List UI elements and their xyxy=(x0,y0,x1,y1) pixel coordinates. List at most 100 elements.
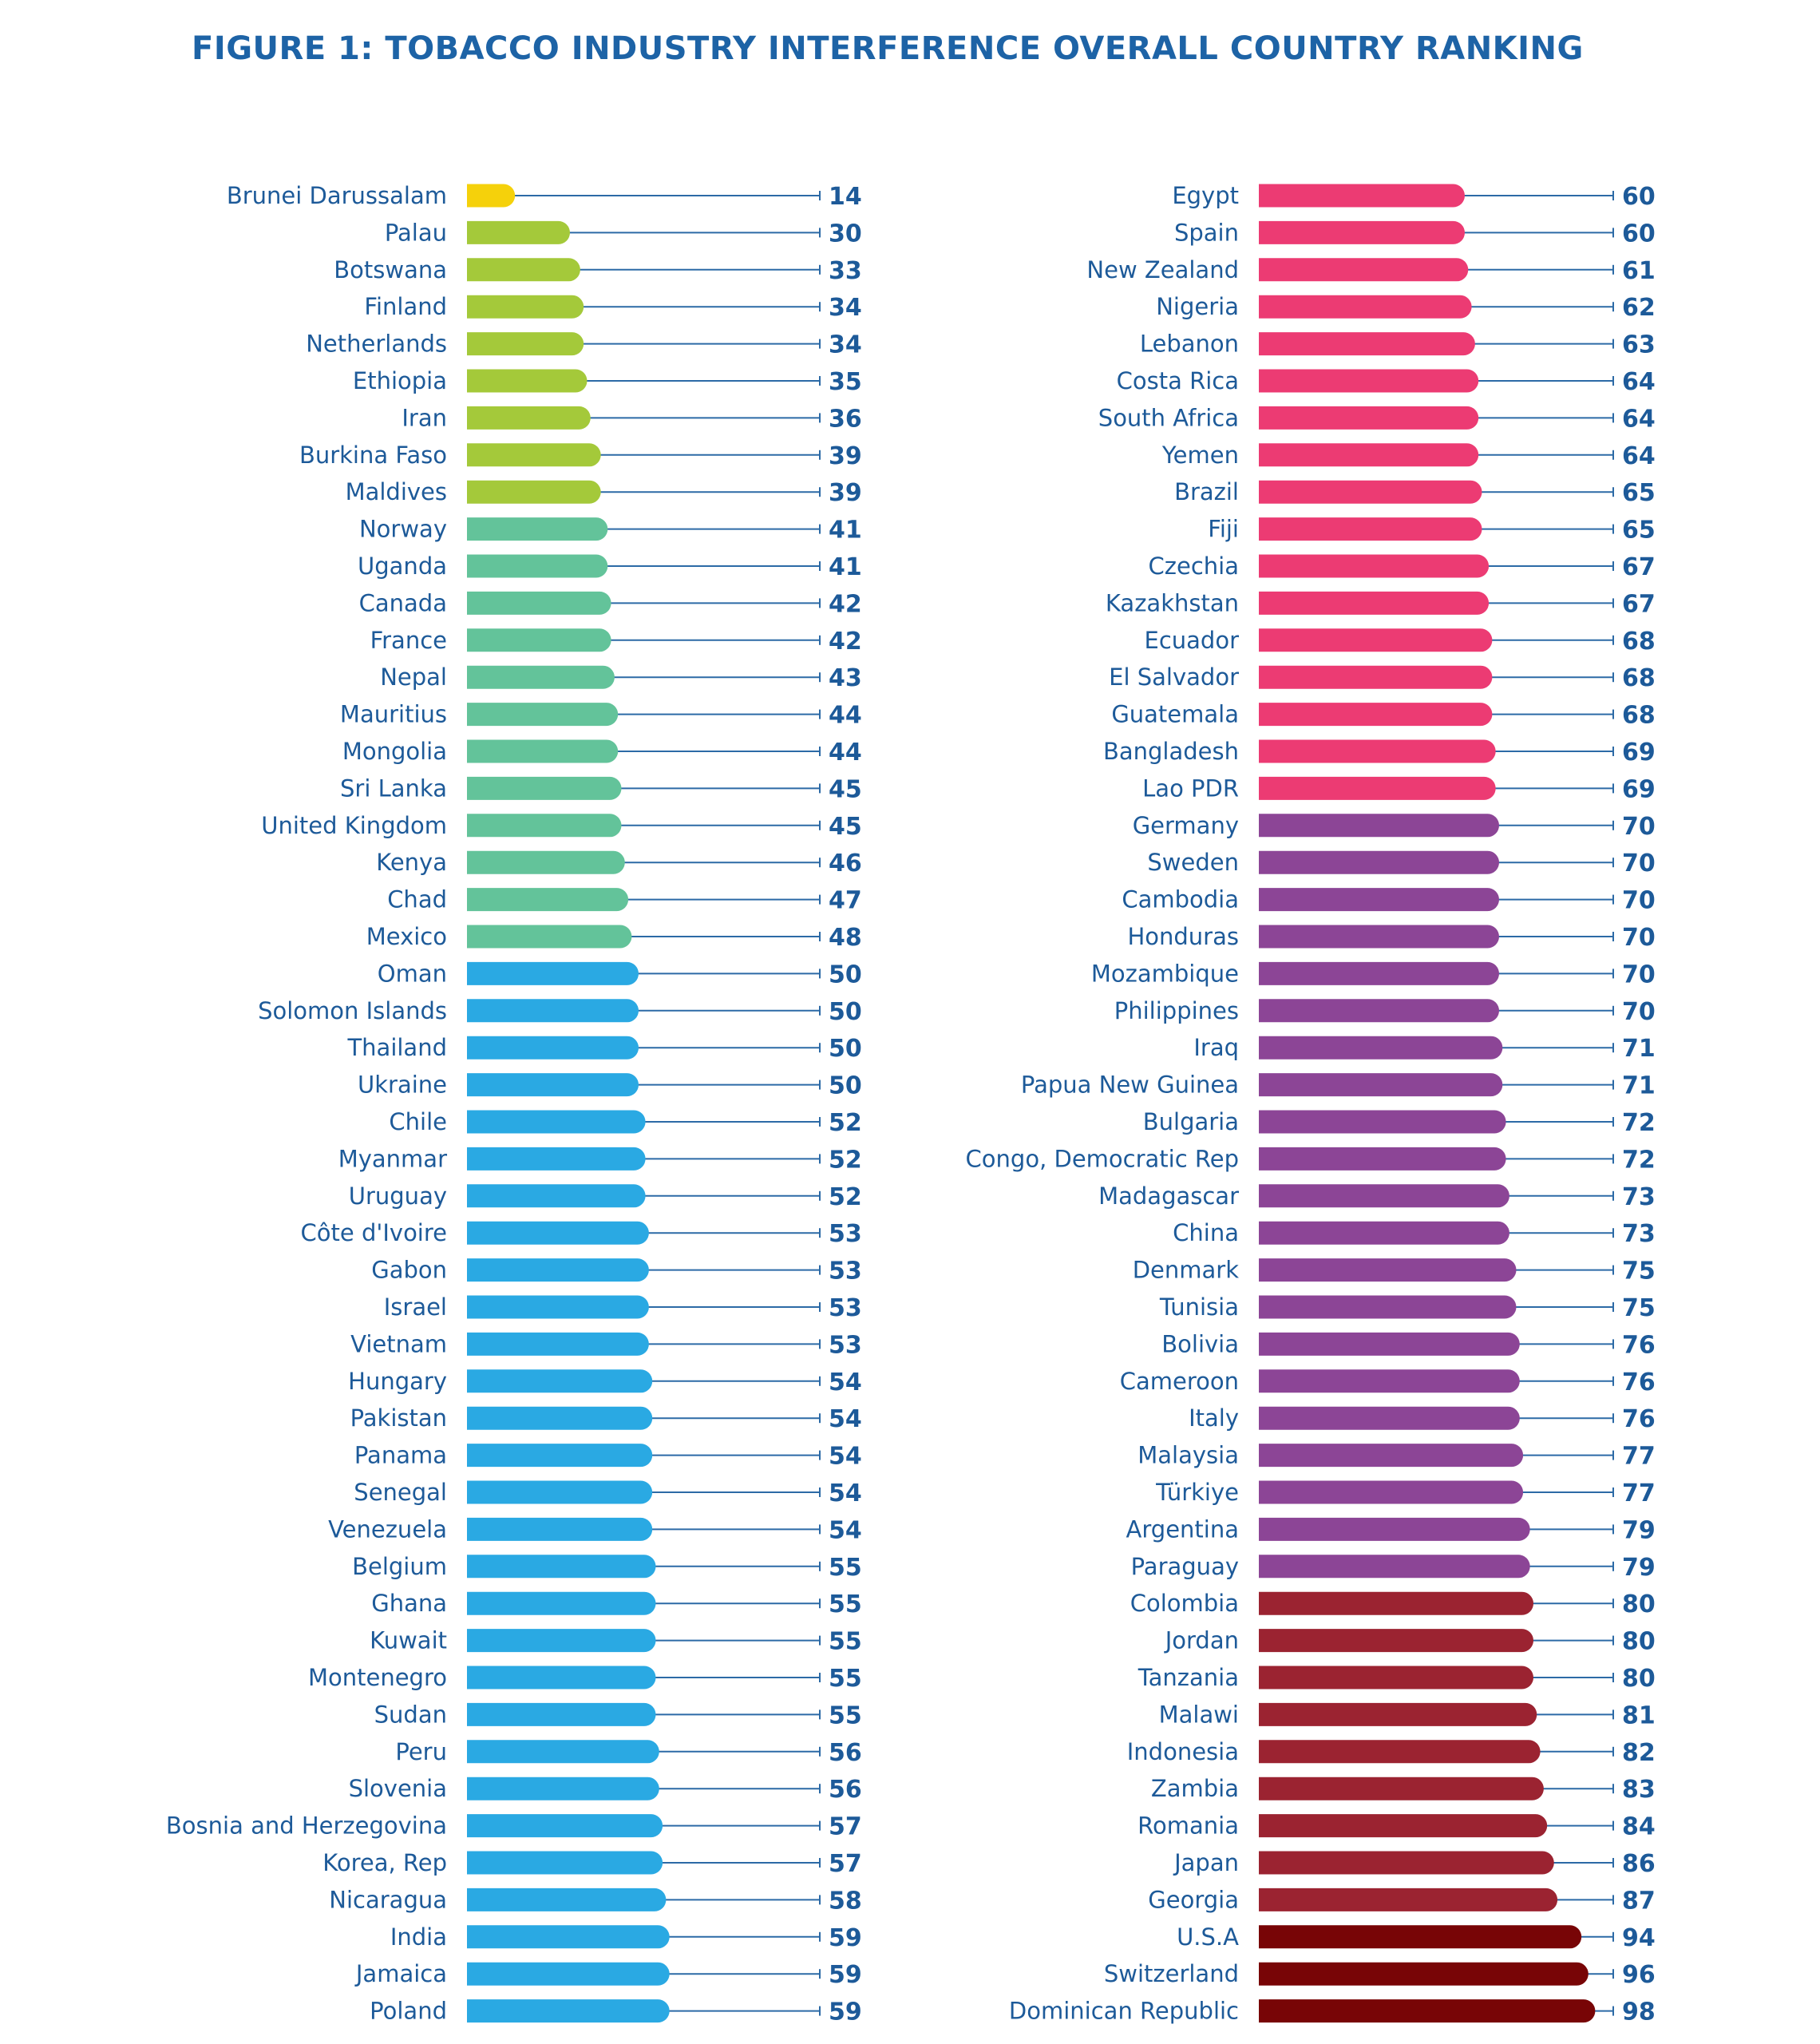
value-label: 55 xyxy=(829,1665,862,1693)
bar xyxy=(1259,999,1499,1023)
bar xyxy=(467,1073,639,1097)
value-label: 62 xyxy=(1622,294,1656,322)
value-label: 34 xyxy=(829,294,862,322)
bar-row: Israel 53 xyxy=(384,1293,862,1322)
bar-row: Uganda 41 xyxy=(358,553,862,581)
bar-row: Botswana 33 xyxy=(334,256,862,285)
value-label: 44 xyxy=(829,739,862,766)
bar xyxy=(467,369,588,393)
bar-row: Korea, Rep 57 xyxy=(322,1849,862,1878)
bar-row: Bosnia and Herzegovina 57 xyxy=(166,1812,862,1841)
bar xyxy=(1259,184,1465,208)
value-label: 48 xyxy=(829,924,862,952)
country-label: Cambodia xyxy=(1122,886,1239,913)
value-label: 35 xyxy=(829,368,862,396)
country-label: Mongolia xyxy=(342,738,447,765)
bar xyxy=(1259,258,1469,282)
bar xyxy=(1259,1740,1541,1764)
country-label: Switzerland xyxy=(1104,1960,1239,1987)
bar xyxy=(1259,1147,1506,1171)
value-label: 64 xyxy=(1622,442,1656,470)
value-label: 64 xyxy=(1622,368,1656,396)
value-label: 76 xyxy=(1622,1405,1656,1433)
bar-row: Malaysia 77 xyxy=(1138,1442,1655,1471)
value-label: 80 xyxy=(1622,1590,1656,1618)
value-label: 53 xyxy=(829,1331,862,1359)
bar xyxy=(467,1332,649,1356)
bar xyxy=(1259,1295,1517,1319)
country-label: Sri Lanka xyxy=(340,774,447,802)
bar xyxy=(1259,1406,1520,1430)
bar xyxy=(1259,332,1475,356)
bar xyxy=(1259,1369,1520,1393)
value-label: 70 xyxy=(1622,961,1656,988)
bar-row: Jordan 80 xyxy=(1164,1627,1656,1656)
country-label: Nicaragua xyxy=(329,1886,447,1913)
bar xyxy=(467,1814,663,1838)
bar-row: Mozambique 70 xyxy=(1091,960,1656,988)
bar xyxy=(1259,443,1479,467)
value-label: 50 xyxy=(829,1072,862,1100)
bar-row: New Zealand 61 xyxy=(1086,256,1655,285)
country-label: Netherlands xyxy=(306,331,447,358)
bar xyxy=(467,665,615,689)
bar xyxy=(467,184,516,208)
bar xyxy=(1259,703,1493,727)
country-label: Mexico xyxy=(366,923,447,950)
bar xyxy=(1259,1777,1544,1800)
bar xyxy=(467,1666,656,1689)
value-label: 96 xyxy=(1622,1961,1656,1989)
bar xyxy=(467,850,625,874)
bar-row: Chad 47 xyxy=(387,886,862,915)
value-label: 70 xyxy=(1622,998,1656,1026)
bar-row: Egypt 60 xyxy=(1172,182,1655,211)
bar-row: Georgia 87 xyxy=(1148,1886,1655,1915)
country-label: New Zealand xyxy=(1086,256,1239,283)
bar-row: India 59 xyxy=(390,1923,862,1952)
bar xyxy=(1259,1702,1537,1726)
value-label: 81 xyxy=(1622,1701,1656,1729)
value-label: 56 xyxy=(829,1739,862,1767)
bar xyxy=(467,517,608,541)
bar xyxy=(467,1962,670,1986)
bar-row: Cameroon 76 xyxy=(1120,1368,1656,1396)
bar-row: Congo, Democratic Rep 72 xyxy=(966,1145,1656,1174)
country-label: Ecuador xyxy=(1145,627,1240,654)
value-label: 33 xyxy=(829,257,862,285)
value-label: 52 xyxy=(829,1146,862,1174)
value-label: 14 xyxy=(829,183,862,211)
value-label: 57 xyxy=(829,1850,862,1878)
country-label: Czechia xyxy=(1149,553,1239,580)
country-label: Jordan xyxy=(1164,1627,1239,1654)
country-label: Philippines xyxy=(1114,997,1239,1024)
value-label: 50 xyxy=(829,961,862,988)
country-label: Denmark xyxy=(1133,1257,1239,1284)
bar xyxy=(467,1740,659,1764)
value-label: 68 xyxy=(1622,664,1656,692)
bar-row: Tanzania 80 xyxy=(1138,1664,1656,1693)
bar xyxy=(467,1147,646,1171)
bar-row: Bolivia 76 xyxy=(1161,1330,1656,1359)
bar xyxy=(1259,739,1496,763)
country-label: Belgium xyxy=(352,1553,447,1580)
country-label: China xyxy=(1173,1219,1239,1246)
bar-row: Nicaragua 58 xyxy=(329,1886,861,1915)
country-label: Türkiye xyxy=(1155,1479,1239,1506)
country-label: Dominican Republic xyxy=(1009,1998,1239,2025)
value-label: 53 xyxy=(829,1294,862,1322)
bar xyxy=(467,1629,656,1653)
country-label: Congo, Democratic Rep xyxy=(966,1145,1239,1172)
bar xyxy=(1259,1221,1509,1245)
value-label: 45 xyxy=(829,813,862,841)
value-label: 46 xyxy=(829,850,862,877)
country-label: France xyxy=(370,627,447,654)
bar-row: Bulgaria 72 xyxy=(1143,1108,1656,1137)
bar-row: Switzerland 96 xyxy=(1104,1960,1656,1989)
value-label: 70 xyxy=(1622,924,1656,952)
country-label: El Salvador xyxy=(1109,664,1239,691)
bar-column-1: Brunei Darussalam 14 Palau 30 Botswana 33 Finl… xyxy=(166,182,862,2026)
country-label: Bangladesh xyxy=(1103,738,1239,765)
bar xyxy=(1259,925,1499,949)
value-label: 57 xyxy=(829,1813,862,1841)
bar-row: Japan 86 xyxy=(1173,1849,1656,1878)
